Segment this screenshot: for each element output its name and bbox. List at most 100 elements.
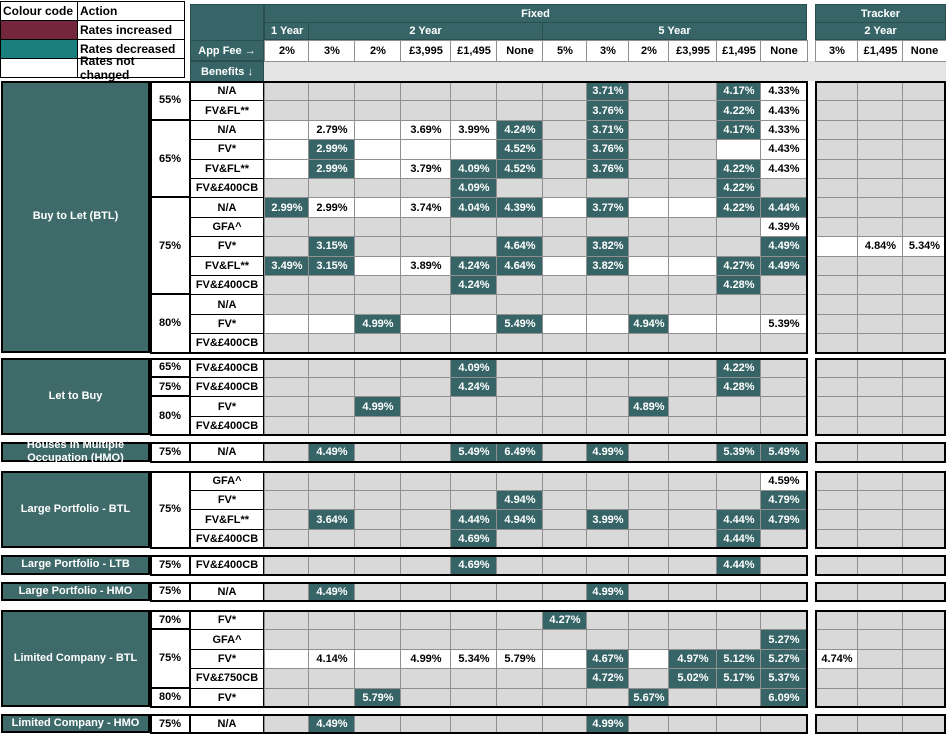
rate-cell <box>542 714 588 735</box>
benefit-label: FV&FL** <box>190 158 264 179</box>
rate-cell <box>815 275 859 296</box>
rate-cell <box>815 490 859 511</box>
rate-cell <box>857 158 904 179</box>
rate-cell: 4.94% <box>496 509 544 530</box>
rate-cell <box>857 377 904 398</box>
rate-cell <box>542 313 588 335</box>
rate-cell <box>760 357 808 378</box>
rate-cell <box>628 294 670 315</box>
rate-cell <box>400 442 452 463</box>
ltv-label: 75% <box>150 555 190 575</box>
rate-cell <box>496 610 544 631</box>
rate-cell: 5.67% <box>628 687 670 708</box>
rate-cell: 4.67% <box>586 648 630 670</box>
rate-cell <box>857 442 904 463</box>
fee-header-cell: None <box>496 40 544 62</box>
rate-cell <box>542 216 588 238</box>
benefit-label: FV* <box>190 236 264 257</box>
rate-cell <box>815 119 859 141</box>
rate-cell <box>902 377 946 398</box>
rate-cell: 4.28% <box>716 377 762 398</box>
app-fee-label: App Fee → <box>190 40 264 61</box>
rate-cell <box>628 610 670 631</box>
rate-cell <box>857 139 904 160</box>
header-fixed: Fixed <box>264 4 807 23</box>
rate-cell <box>308 178 356 199</box>
rate-cell: 5.79% <box>496 648 544 670</box>
rate-cell <box>586 490 630 511</box>
rate-cell <box>496 687 544 708</box>
rate-cell <box>815 668 859 689</box>
rate-cell <box>815 687 859 708</box>
rate-cell: 4.09% <box>450 178 498 199</box>
rate-cell <box>815 396 859 417</box>
rate-cell <box>400 610 452 631</box>
rate-cell <box>542 255 588 276</box>
benefit-label: FV&£400CB <box>190 555 264 576</box>
rate-cell <box>716 687 762 708</box>
rate-cell <box>902 509 946 530</box>
rate-cell: 5.27% <box>760 648 808 670</box>
rate-cell <box>308 313 356 335</box>
rate-cell <box>542 415 588 437</box>
rate-cell: 3.77% <box>586 197 630 218</box>
rate-cell <box>857 509 904 530</box>
rate-cell <box>264 470 310 491</box>
rate-cell: 4.43% <box>760 139 808 160</box>
rate-cell <box>542 396 588 417</box>
rate-cell <box>264 216 310 238</box>
benefit-label: FV&£400CB <box>190 275 264 296</box>
rate-cell <box>586 687 630 708</box>
rate-cell <box>628 442 670 463</box>
rate-cell: 3.99% <box>450 119 498 141</box>
rate-cell <box>815 100 859 121</box>
rate-cell <box>354 555 402 576</box>
rate-cell <box>400 81 452 102</box>
rate-cell <box>815 294 859 315</box>
group-buy-to-let: Buy to Let (BTL) <box>1 81 150 353</box>
rate-cell: 4.44% <box>760 197 808 218</box>
rate-cell: 4.09% <box>450 158 498 179</box>
rate-cell <box>450 139 498 160</box>
rate-cell <box>902 158 946 179</box>
rate-cell <box>400 528 452 550</box>
rate-cell <box>902 610 946 631</box>
rate-cell <box>760 178 808 199</box>
rate-cell <box>354 139 402 160</box>
rate-cell <box>628 216 670 238</box>
rate-cell <box>815 415 859 437</box>
rate-cell <box>628 119 670 141</box>
rate-cell <box>628 333 670 354</box>
benefit-label: FV&£400CB <box>190 415 264 437</box>
rate-cell <box>354 648 402 670</box>
rate-cell <box>264 509 310 530</box>
rate-cell <box>496 714 544 735</box>
rate-cell <box>542 668 588 689</box>
rate-cell <box>815 139 859 160</box>
rate-cell <box>354 216 402 238</box>
header-two-year: 2 Year <box>308 22 543 40</box>
rate-cell: 4.39% <box>496 197 544 218</box>
rate-cell: 4.09% <box>450 357 498 378</box>
benefit-label: N/A <box>190 581 264 602</box>
ltv-label: 75% <box>150 581 190 601</box>
rate-cell <box>264 610 310 631</box>
rate-cell: 3.76% <box>586 158 630 179</box>
rate-cell <box>857 629 904 650</box>
rate-cell <box>716 470 762 491</box>
rate-cell <box>354 357 402 378</box>
rate-cell <box>628 470 670 491</box>
rate-cell <box>628 236 670 257</box>
legend-header-code: Colour code <box>0 1 78 21</box>
rate-cell <box>668 81 718 102</box>
rate-cell <box>815 714 859 735</box>
ltv-label: 80% <box>150 687 190 707</box>
rate-cell <box>400 139 452 160</box>
rate-cell <box>815 255 859 276</box>
tracker-fee-header-cell: £1,495 <box>857 40 904 62</box>
fee-header-cell: 3% <box>586 40 630 62</box>
rate-cell <box>857 610 904 631</box>
ltv-label: 65% <box>150 119 190 198</box>
rate-cell: 2.79% <box>308 119 356 141</box>
rate-cell <box>264 333 310 354</box>
